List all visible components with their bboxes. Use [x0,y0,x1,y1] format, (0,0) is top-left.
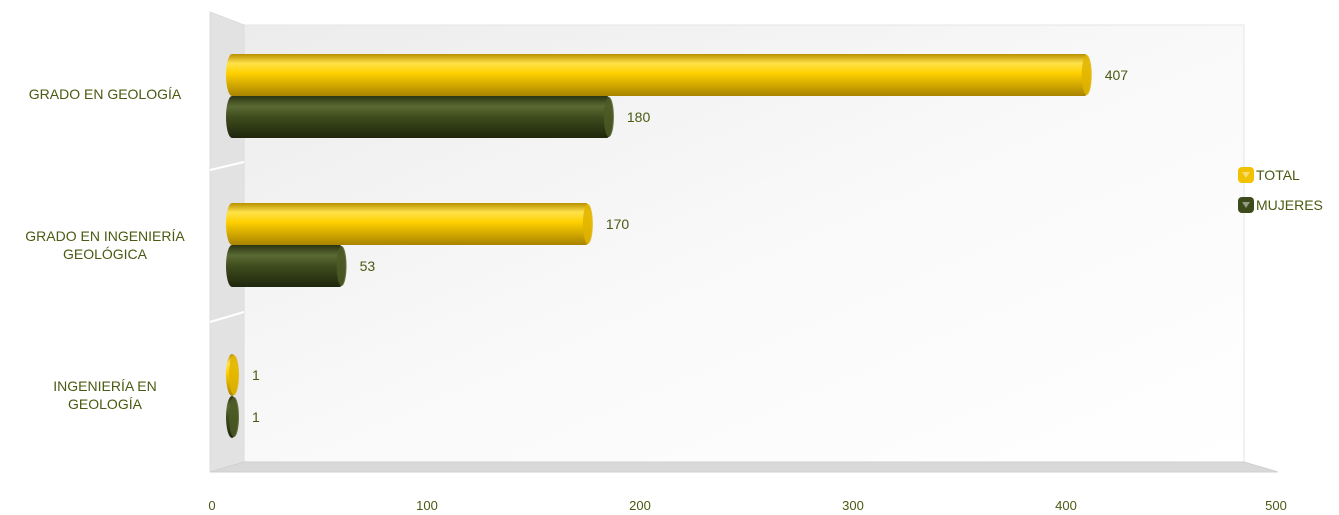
bar-body [226,96,613,138]
bar-end-cap [229,397,239,437]
x-tick-label: 0 [208,498,215,513]
category-divider [209,311,245,323]
legend-swatch-total [1238,167,1254,183]
bar-body [226,245,346,287]
bar-mujeres-2 [226,245,347,287]
legend-item-mujeres: MUJERES [1238,190,1323,220]
bar-end-cap [1081,55,1092,95]
bar-mujeres-3 [226,396,239,438]
bar-body [226,203,592,245]
category-label-1: GRADO EN GEOLOGÍA [28,86,182,102]
data-label-total-2: 170 [606,216,630,232]
bar-total-2 [226,203,593,245]
data-label-mujeres-1: 180 [627,109,651,125]
category-label-2: GRADO EN INGENIERÍA [25,228,185,244]
category-label-3: INGENIERÍA EN [53,378,157,394]
category-label-3: GEOLOGÍA [68,396,142,412]
legend: TOTAL MUJERES [1238,160,1323,220]
x-tick-label: 100 [416,498,438,513]
x-tick-label: 400 [1055,498,1077,513]
category-divider [209,161,245,171]
x-tick-label: 200 [629,498,651,513]
bar-mujeres-1 [226,96,614,138]
x-tick-label: 300 [842,498,864,513]
data-label-total-1: 407 [1105,67,1129,83]
category-label-2: GEOLÓGICA [62,246,148,262]
data-label-mujeres-2: 53 [360,258,376,274]
bar-body [226,54,1091,96]
plot-floor [209,461,1279,473]
legend-swatch-mujeres [1238,197,1254,213]
bar-total-3 [226,354,239,396]
bar-end-cap [603,97,614,137]
bar-total-1 [226,54,1092,96]
bar-end-cap [229,355,239,395]
legend-item-total: TOTAL [1238,160,1323,190]
data-label-mujeres-3: 1 [252,409,260,425]
x-tick-label: 500 [1265,498,1287,513]
data-label-total-3: 1 [252,367,260,383]
legend-label-mujeres: MUJERES [1256,197,1323,213]
legend-label-total: TOTAL [1256,167,1300,183]
bar-end-cap [336,246,347,286]
bar-end-cap [582,204,593,244]
